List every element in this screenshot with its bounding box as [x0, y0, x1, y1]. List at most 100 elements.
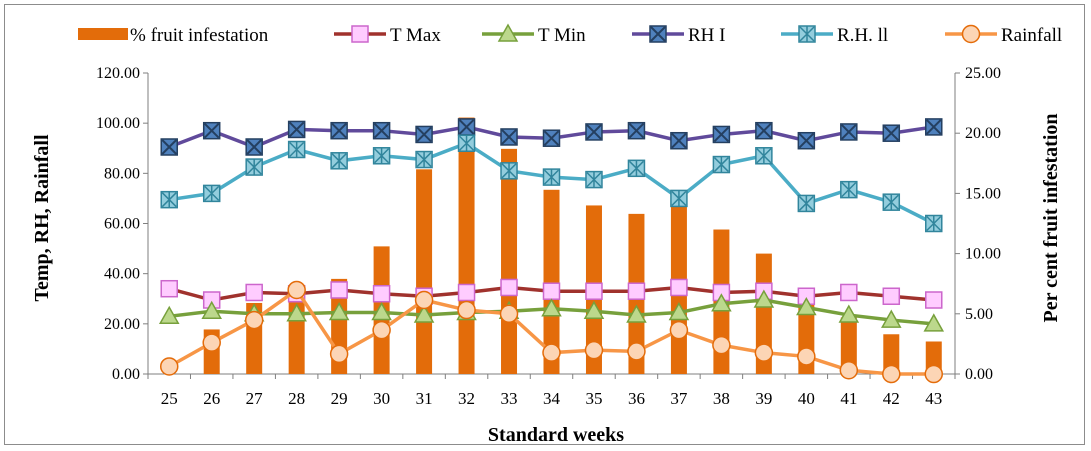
point-rh-i [202, 121, 221, 140]
marker-star [926, 215, 942, 232]
point-rainfall [159, 357, 179, 376]
x-tick-label: 31 [416, 389, 433, 408]
x-tick-label: 38 [713, 389, 730, 408]
series-rh-i [160, 118, 943, 156]
legend-label: RH I [688, 25, 725, 46]
point-rh-i [755, 121, 773, 140]
point-rh-i [457, 118, 476, 136]
y-right-tick-label: 20.00 [965, 125, 1001, 142]
point-t-max [882, 287, 901, 305]
legend-item-rainfall: Rainfall [945, 24, 1062, 46]
x-tick-label: 40 [798, 389, 815, 408]
x-tick-label: 28 [288, 389, 305, 408]
series-rainfall [159, 280, 944, 384]
point-rainfall [244, 310, 264, 330]
x-tick-label: 36 [628, 389, 645, 408]
point-r-h-ll [415, 150, 433, 169]
marker-star [756, 147, 772, 164]
point-rainfall [542, 343, 561, 362]
legend-item-r-h-ll: R.H. ll [781, 25, 888, 46]
x-tick-label: 35 [585, 389, 602, 408]
marker-cross [204, 122, 220, 139]
y-right-tick-label: 15.00 [965, 185, 1001, 202]
x-tick-label: 27 [246, 389, 264, 408]
legend-item-fruit-infestation: % fruit infestation [78, 25, 269, 46]
point-r-h-ll [457, 134, 476, 152]
point-t-min [668, 302, 690, 321]
marker-cross [373, 122, 390, 139]
marker-cross [331, 122, 347, 139]
line-series [158, 118, 945, 384]
marker-cross [288, 121, 305, 138]
point-rainfall [712, 335, 731, 355]
point-t-min [286, 303, 307, 322]
bar-fruit-infestation [416, 169, 433, 374]
legend-label: % fruit infestation [130, 25, 269, 46]
marker-cross [161, 139, 177, 155]
point-rh-i [372, 121, 391, 140]
point-rainfall [839, 360, 859, 380]
marker-star [459, 135, 475, 152]
point-r-h-ll [840, 180, 858, 199]
legend-swatch-marker [497, 23, 519, 42]
y-right-tick-label: 5.00 [965, 306, 993, 323]
marker-cross [543, 130, 560, 146]
marker-cross [628, 122, 645, 139]
marker-cross [416, 126, 432, 143]
marker-cross [713, 126, 730, 143]
point-rh-i [585, 123, 603, 141]
marker-cross [650, 26, 666, 42]
x-tick-label: 34 [543, 389, 561, 408]
x-tick-label: 43 [925, 389, 942, 408]
marker-star [374, 147, 390, 164]
point-rh-i [627, 121, 646, 140]
marker-cross [926, 119, 942, 135]
point-t-max [457, 283, 476, 302]
point-r-h-ll [925, 214, 943, 233]
legend-label: R.H. ll [837, 25, 888, 46]
marker-star [713, 156, 729, 173]
legend-label: Rainfall [1001, 25, 1062, 46]
point-r-h-ll [585, 170, 603, 189]
marker-star [161, 191, 177, 208]
marker-cross [756, 122, 772, 139]
legend-label: T Min [538, 25, 586, 46]
marker-star [671, 190, 687, 207]
legend: % fruit infestation T Max T Min RH I R.H. ll… [78, 23, 1062, 46]
x-tick-label: 39 [755, 389, 772, 408]
point-r-h-ll [287, 140, 306, 159]
marker-star [501, 162, 517, 179]
legend-swatch-marker [798, 25, 816, 43]
point-t-min [881, 309, 902, 328]
x-tick-label: 30 [373, 389, 390, 408]
point-rh-i [925, 118, 943, 136]
x-tick-label: 32 [458, 389, 475, 408]
x-tick-label: 42 [883, 389, 900, 408]
point-r-h-ll [160, 190, 178, 209]
point-t-min [541, 298, 562, 317]
bar-fruit-infestation [501, 148, 518, 374]
legend-swatch-marker [961, 24, 981, 44]
bar-fruit-infestation [840, 317, 857, 374]
point-rh-i [287, 120, 306, 139]
point-t-max [500, 278, 518, 297]
y-left-tick-label: 80.00 [104, 165, 140, 182]
x-tick-label: 33 [501, 389, 518, 408]
point-rh-i [542, 129, 561, 147]
point-r-h-ll [670, 189, 688, 208]
point-rainfall [287, 280, 306, 300]
legend-swatch-marker [649, 25, 667, 43]
point-rh-i [797, 131, 816, 150]
x-tick-label: 37 [670, 389, 688, 408]
point-rainfall [372, 320, 391, 340]
point-rh-i [712, 125, 731, 144]
x-axis-title: Standard weeks [488, 424, 624, 446]
legend-item-t-min: T Min [482, 23, 586, 46]
axes: 0.00 20.00 40.00 60.00 80.00 100.00 120.00 0.00… [96, 65, 1001, 408]
point-r-h-ll [542, 168, 561, 186]
point-t-max [670, 278, 688, 297]
point-rh-i [415, 125, 433, 144]
marker-star [586, 171, 602, 188]
point-r-h-ll [755, 147, 773, 165]
